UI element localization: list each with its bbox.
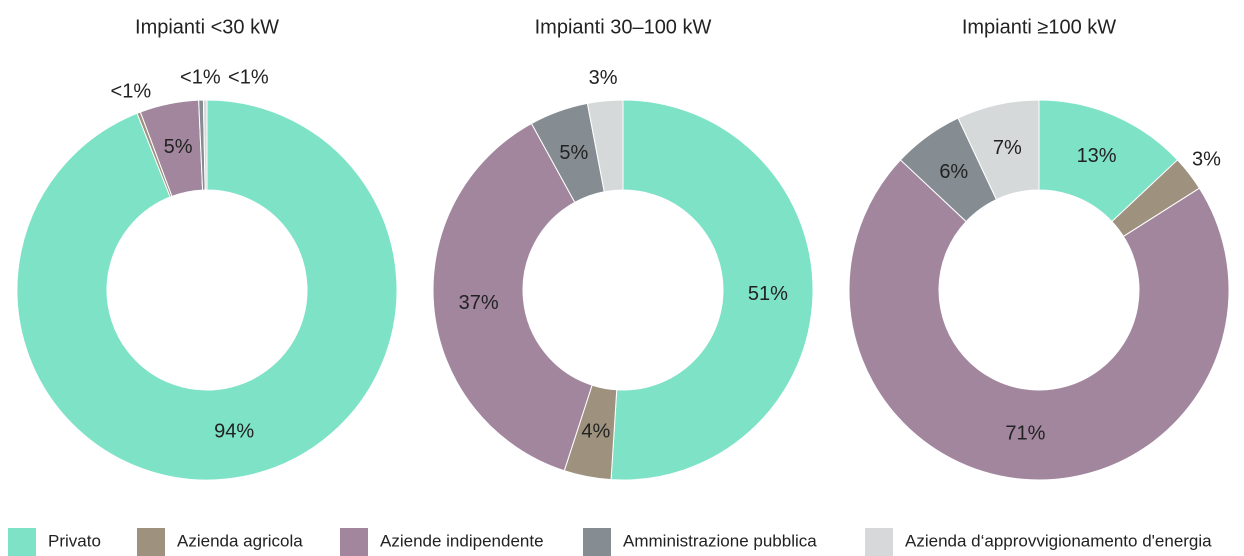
slice	[586, 99, 624, 193]
legend-swatch	[137, 528, 165, 556]
slice	[848, 159, 1230, 481]
legend-label: Aziende indipendente	[380, 531, 544, 550]
data-label: <1%	[180, 66, 221, 88]
legend-label: Azienda agricola	[177, 531, 303, 550]
data-label: 94%	[214, 421, 254, 443]
data-label: 7%	[993, 137, 1022, 159]
legend-swatch	[340, 528, 368, 556]
data-label: 37%	[459, 292, 499, 314]
slice	[16, 99, 398, 481]
slice	[202, 99, 208, 191]
data-label: 5%	[559, 142, 588, 164]
data-label: 3%	[1192, 148, 1221, 170]
legend-swatch	[865, 528, 893, 556]
data-label: 13%	[1077, 145, 1117, 167]
data-label: 4%	[581, 421, 610, 443]
chart-title: Impianti 30–100 kW	[535, 16, 712, 38]
legend-label: Amministrazione pubblica	[623, 531, 817, 550]
slice	[432, 122, 593, 472]
legend-swatch	[583, 528, 611, 556]
chart-title: Impianti ≥100 kW	[962, 16, 1116, 38]
data-label: 51%	[748, 283, 788, 305]
data-label: <1%	[111, 80, 152, 102]
data-label: 5%	[164, 136, 193, 158]
chart-title: Impianti <30 kW	[135, 16, 279, 38]
slice	[957, 99, 1040, 201]
data-label: 3%	[589, 67, 618, 89]
legend-label: Azienda d‘approvvigionamento d'energia	[905, 531, 1212, 550]
slice	[610, 99, 814, 481]
data-label: 71%	[1005, 423, 1045, 445]
data-label: <1%	[228, 66, 269, 88]
legend-swatch	[8, 528, 36, 556]
data-label: 6%	[939, 161, 968, 183]
legend-label: Privato	[48, 531, 101, 550]
